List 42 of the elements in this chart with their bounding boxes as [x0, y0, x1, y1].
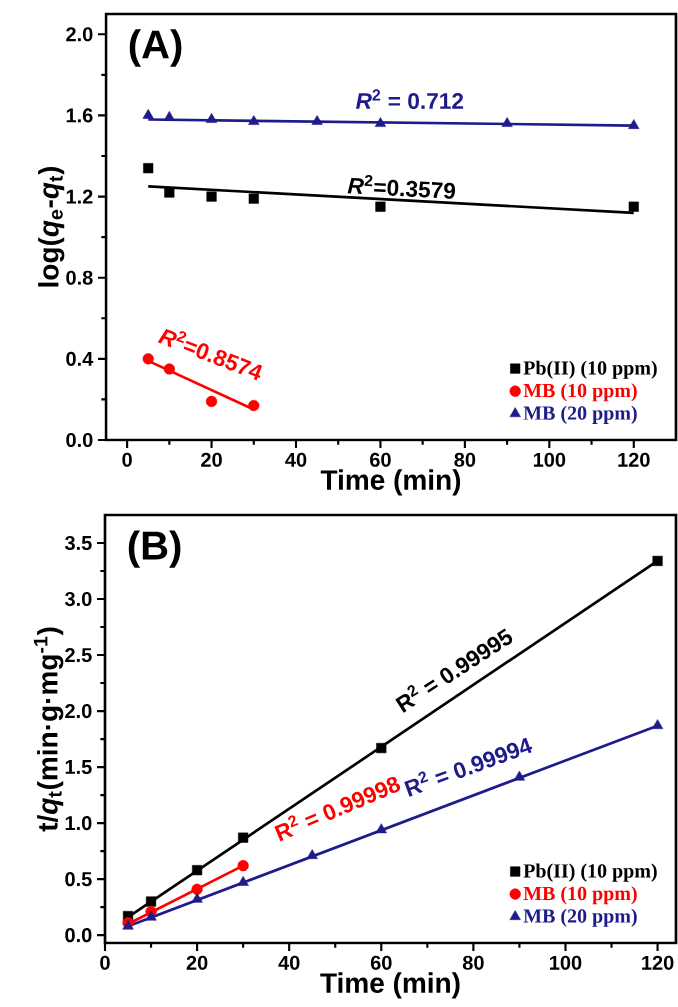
y-tick-label: 2.0: [66, 27, 93, 42]
y-tick-label: 0.8: [66, 270, 93, 285]
x-tick-label: 40: [285, 452, 307, 467]
x-tick-label: 20: [201, 452, 222, 467]
x-tick-label: 0: [122, 452, 132, 467]
y-tick-label: 0.0: [66, 432, 93, 448]
y-tick-label: 0.0: [65, 928, 92, 943]
y-tick-label: 0.5: [65, 872, 92, 887]
x-tick-label: 60: [370, 452, 391, 467]
legend-label: Pb(II) (10 ppm): [523, 863, 657, 882]
y-tick-label: 2.5: [65, 647, 92, 663]
y-axis-title: log(q$_{e}$-q$_{t}$): [38, 166, 65, 287]
x-tick-label: 120: [642, 955, 674, 970]
x-tick-label: 80: [462, 955, 484, 970]
y-tick-label: 3.5: [64, 535, 92, 551]
x-axis-title: Time (min): [320, 972, 460, 999]
x-tick-label: 100: [550, 955, 582, 970]
x-tick-label: 120: [618, 452, 650, 467]
x-tick-label: 100: [533, 452, 566, 467]
legend-label: MB (20 ppm): [523, 908, 637, 927]
legend-label: MB (10 ppm): [523, 886, 637, 905]
annotation: (A): [129, 29, 182, 67]
y-tick-label: 2.0: [65, 703, 92, 719]
annotation: R$^{2}$=0.3579: [347, 174, 456, 199]
x-tick-label: 0: [100, 955, 110, 970]
y-tick-label: 1.5: [65, 760, 92, 775]
y-tick-label: 3.0: [64, 591, 92, 607]
legend-label: Pb(II) (10 ppm): [523, 360, 657, 379]
x-tick-label: 60: [370, 955, 392, 970]
y-tick-label: 0.4: [66, 351, 94, 366]
x-tick-label: 40: [278, 955, 300, 970]
y-tick-label: 1.2: [66, 189, 93, 204]
y-axis-title: t/q$_{t}$(min·g·mg$^{-1}$): [33, 627, 64, 832]
y-tick-label: 1.6: [66, 108, 93, 123]
x-tick-label: 20: [186, 955, 208, 970]
legend-label: MB (10 ppm): [523, 383, 637, 402]
annotation: (B): [128, 530, 181, 568]
annotation: R$^{2}$ = 0.712: [356, 89, 464, 110]
x-axis-title: Time (min): [320, 469, 461, 496]
legend-label: MB (20 ppm): [523, 405, 637, 424]
x-tick-label: 80: [454, 452, 476, 467]
y-tick-label: 1.0: [65, 816, 92, 831]
